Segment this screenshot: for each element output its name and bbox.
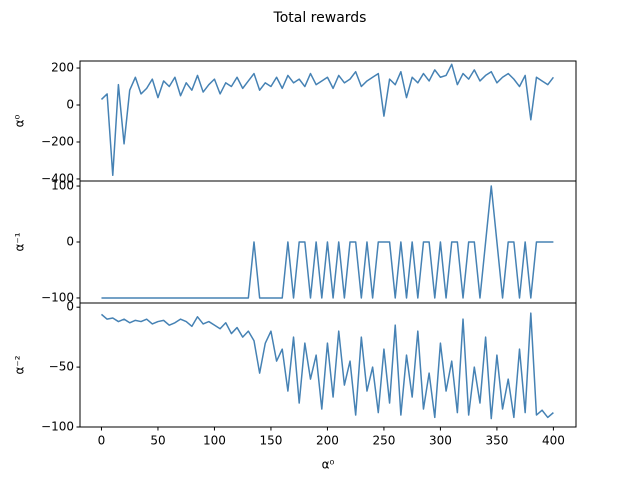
x-tick-label: 150 <box>259 434 282 448</box>
x-tick-label: 400 <box>542 434 565 448</box>
y-tick-label: −200 <box>41 134 74 148</box>
data-line <box>101 185 554 299</box>
data-line <box>100 312 554 420</box>
x-tick-label: 300 <box>429 434 452 448</box>
y-tick-label: 200 <box>51 61 74 75</box>
y-tick-label: 0 <box>66 98 74 112</box>
x-tick-label: 250 <box>372 434 395 448</box>
y-tick-label: −100 <box>41 420 74 434</box>
x-tick-label: 0 <box>98 434 106 448</box>
chart-title: Total rewards <box>273 10 367 26</box>
y-axis-label: α⁻² <box>13 355 27 374</box>
data-line <box>100 63 554 177</box>
x-tick-label: 350 <box>485 434 508 448</box>
y-tick-label: −400 <box>41 171 74 185</box>
x-tick-label: 50 <box>150 434 165 448</box>
y-tick-label: 0 <box>66 300 74 314</box>
y-tick-label: 100 <box>51 179 74 193</box>
y-tick-label: −50 <box>49 360 74 374</box>
axes-frame <box>79 302 577 428</box>
x-axis-label: α⁰ <box>322 458 335 472</box>
y-tick-label: −100 <box>41 290 74 304</box>
x-tick-label: 100 <box>203 434 226 448</box>
y-axis-label: α⁰ <box>13 114 27 127</box>
y-axis-label: α⁻¹ <box>13 232 27 251</box>
x-tick-label: 200 <box>316 434 339 448</box>
y-tick-label: 0 <box>66 235 74 249</box>
